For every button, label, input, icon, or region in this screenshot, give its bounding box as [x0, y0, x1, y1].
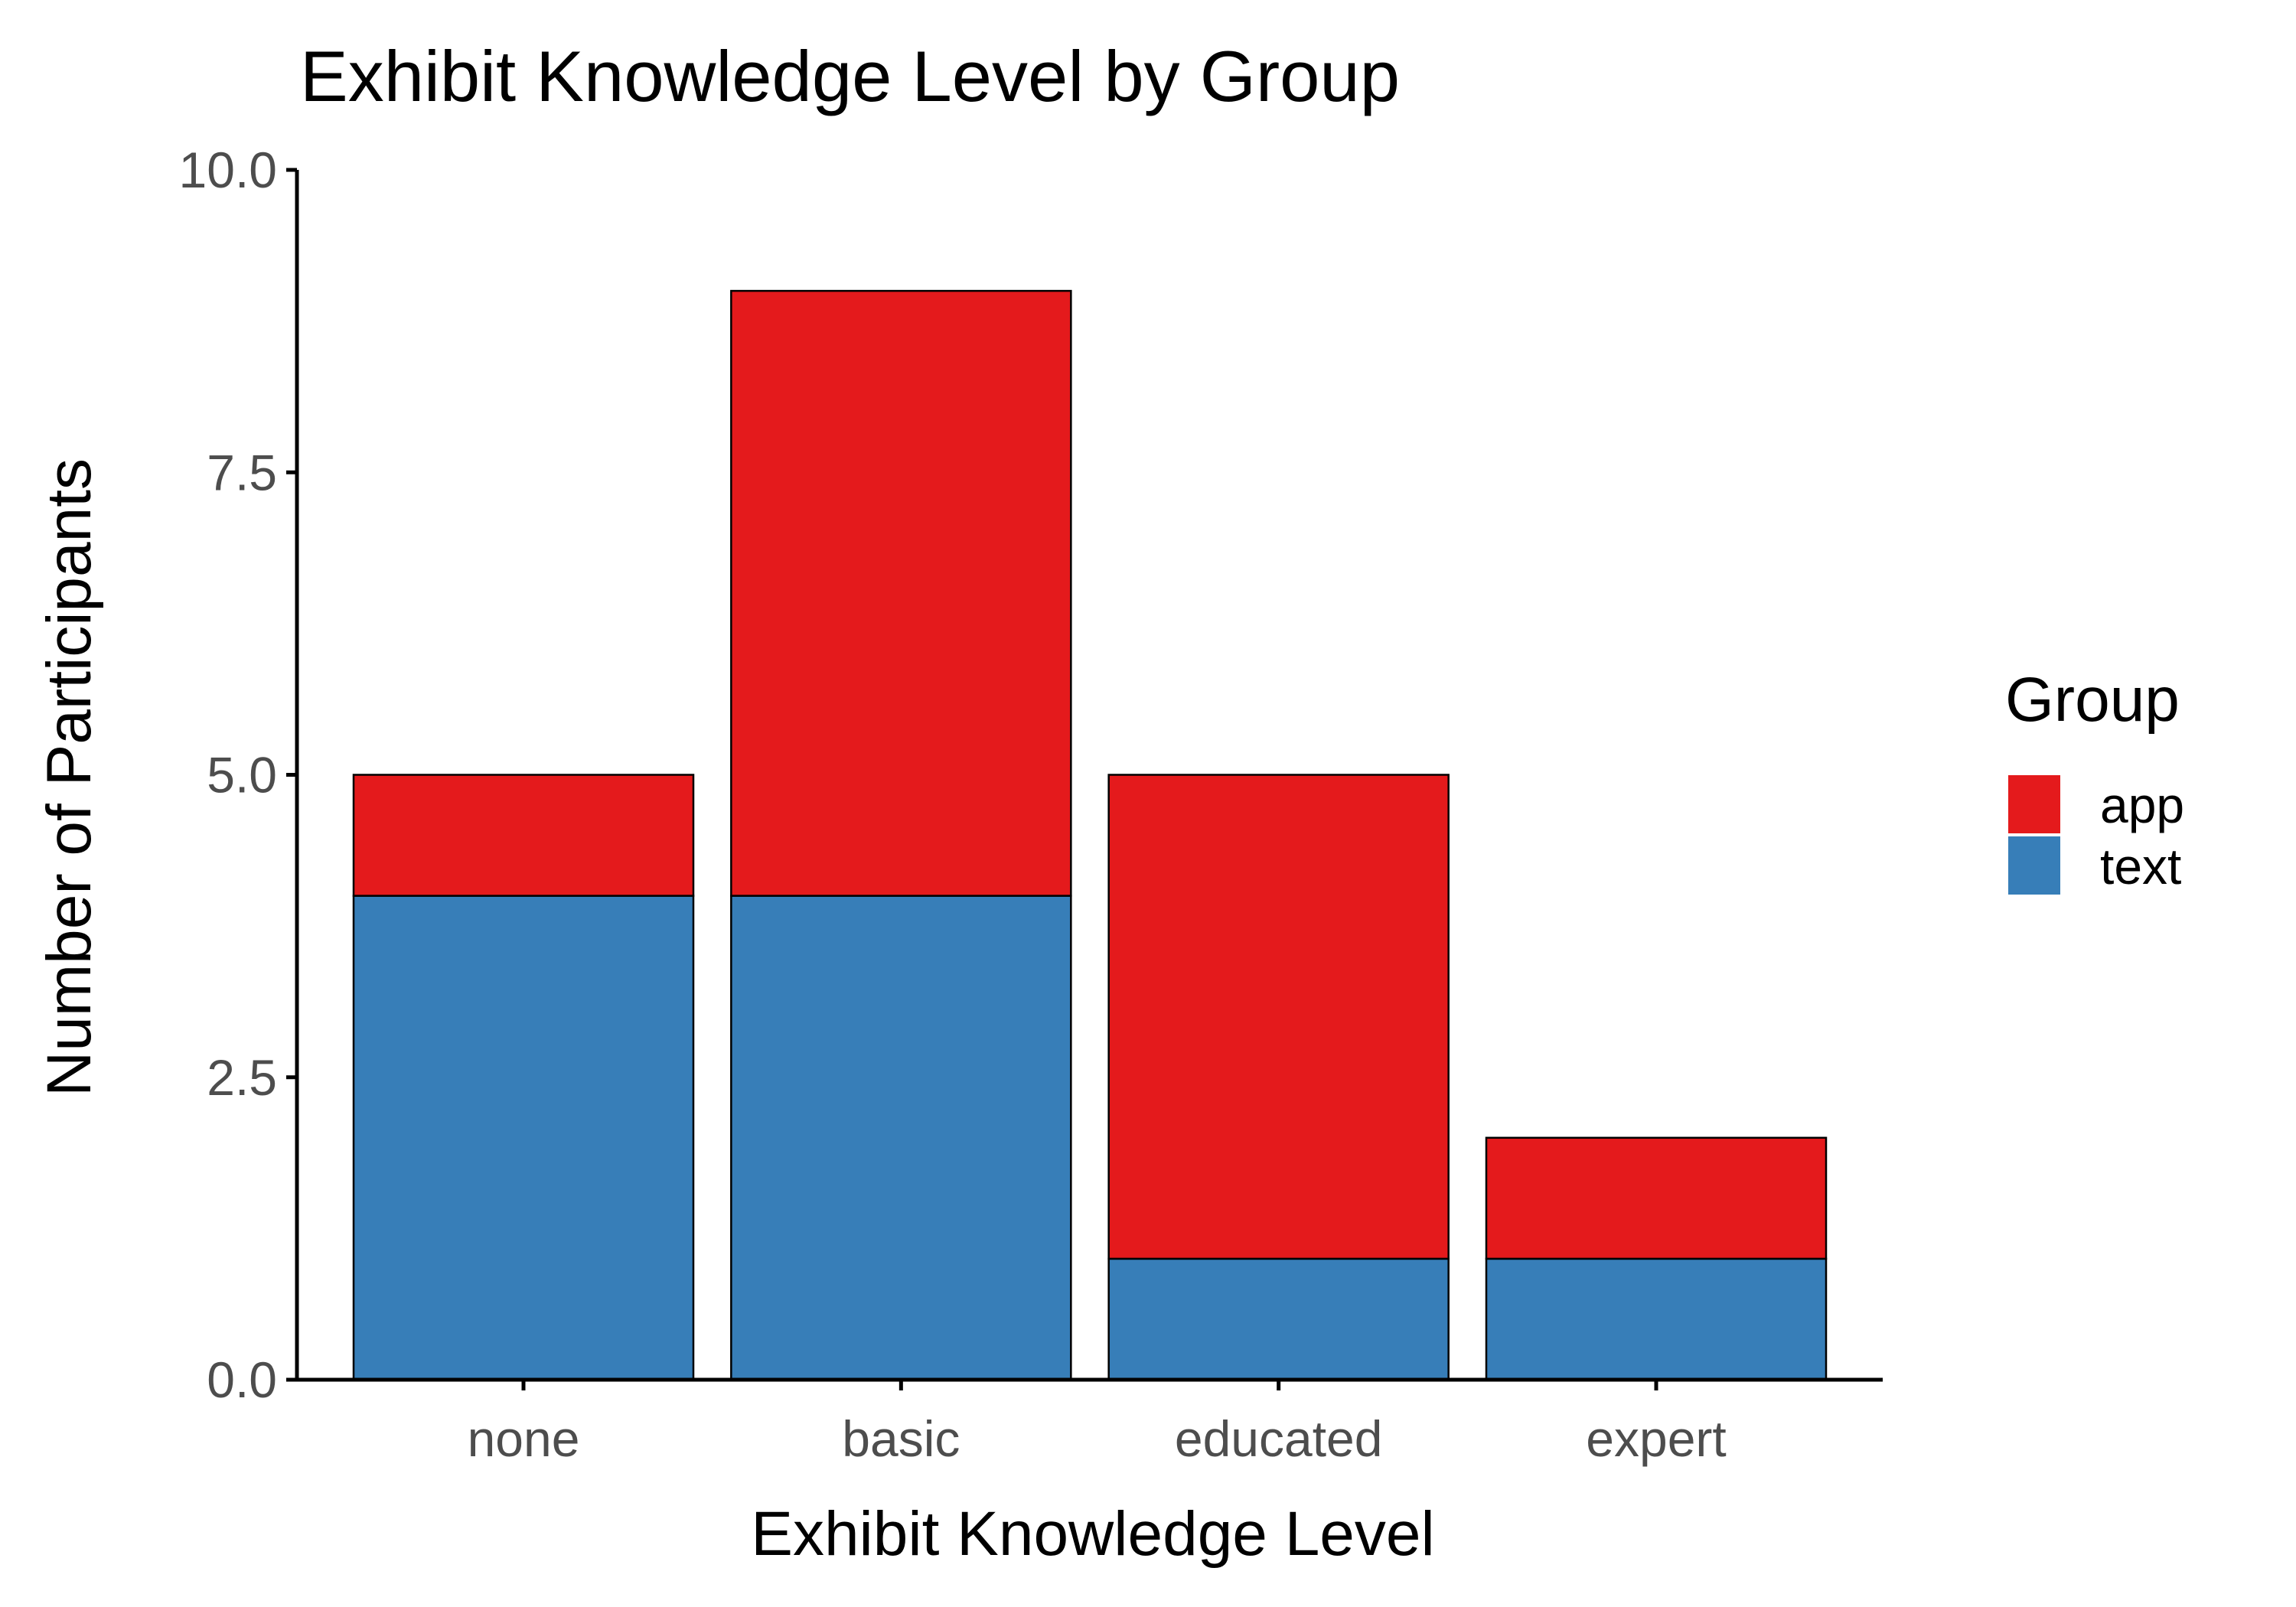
x-tick-label-expert: expert — [1586, 1410, 1726, 1467]
bar-expert-text — [1485, 1257, 1828, 1381]
bar-expert-app — [1485, 1136, 1828, 1260]
chart-title: Exhibit Knowledge Level by Group — [300, 36, 1400, 116]
bar-basic-text — [730, 895, 1072, 1381]
x-tick-label-educated: educated — [1175, 1410, 1383, 1467]
bar-educated-app — [1107, 774, 1450, 1260]
bars-layer — [352, 289, 1828, 1381]
legend-label-app: app — [2100, 777, 2184, 833]
x-tick-label-basic: basic — [842, 1410, 960, 1467]
y-tick-label: 7.5 — [207, 444, 277, 500]
legend-key-app — [2008, 775, 2060, 833]
y-tick-label: 2.5 — [207, 1049, 277, 1106]
legend-key-text — [2008, 836, 2060, 895]
bar-none-text — [352, 895, 695, 1381]
y-axis-title: Number of Participants — [34, 458, 104, 1097]
x-tick-label-none: none — [468, 1410, 580, 1467]
legend-title: Group — [2005, 665, 2180, 735]
bar-none-app — [352, 774, 695, 897]
y-tick-label: 5.0 — [207, 747, 277, 804]
y-tick-label: 10.0 — [179, 142, 277, 198]
y-tick-label: 0.0 — [207, 1351, 277, 1408]
bar-educated-text — [1107, 1257, 1450, 1381]
x-axis-title: Exhibit Knowledge Level — [751, 1499, 1434, 1569]
axes-layer: 0.0 2.5 5.0 7.5 10.0 none basic educated expert — [179, 142, 1883, 1467]
bar-basic-app — [730, 289, 1072, 897]
legend-label-text: text — [2100, 838, 2181, 895]
